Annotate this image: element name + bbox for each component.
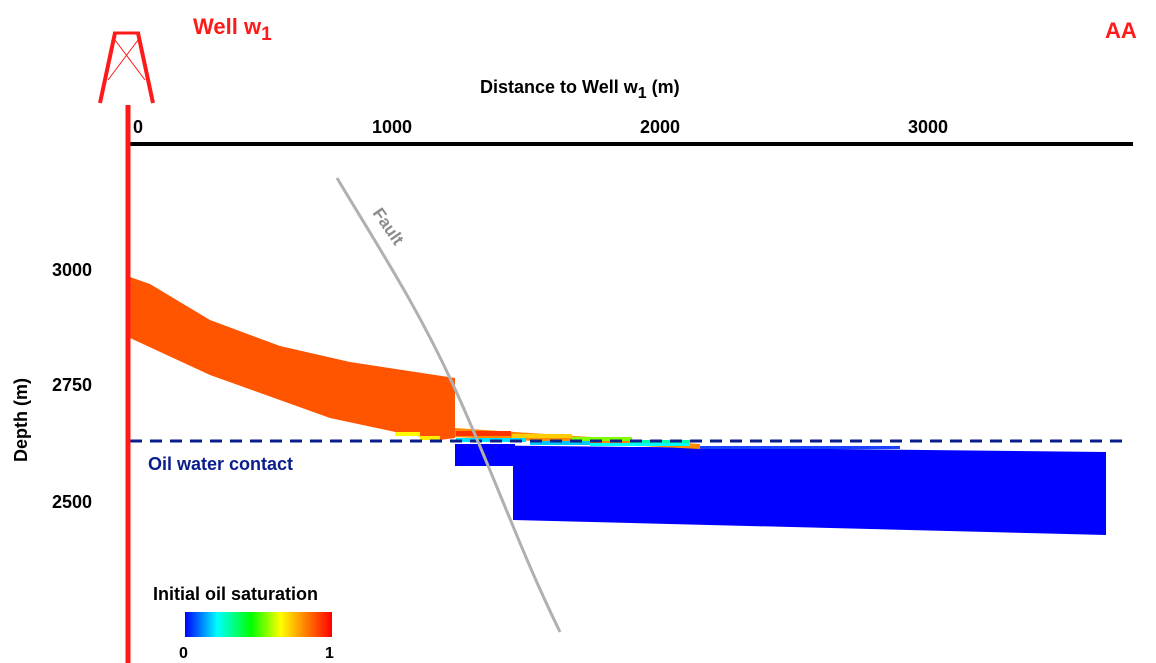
section-label: AA: [1105, 18, 1137, 43]
colorbar-min-label: 0: [179, 645, 188, 662]
water-block-upper: [455, 445, 1106, 535]
colorbar-gradient: [185, 612, 332, 637]
x-axis-ticks: 0 1000 2000 3000: [133, 117, 948, 137]
well-title: Well w1: [193, 14, 272, 45]
oil-water-contact-label: Oil water contact: [148, 454, 293, 474]
y-axis-title: Depth (m): [11, 378, 31, 462]
colorbar-max-label: 1: [325, 645, 334, 662]
water-zone: [455, 444, 1106, 535]
y-tick-label: 2750: [52, 375, 92, 395]
x-tick-label: 0: [133, 117, 143, 137]
colorbar: Initial oil saturation 0 1: [153, 584, 334, 662]
x-tick-label: 1000: [372, 117, 412, 137]
fault-line: [335, 177, 562, 633]
y-axis-ticks: 3000 2750 2500: [52, 260, 92, 512]
x-tick-label: 2000: [640, 117, 680, 137]
oil-layer: [130, 277, 455, 440]
x-axis-title: Distance to Well w1 (m): [480, 77, 680, 102]
y-tick-label: 3000: [52, 260, 92, 280]
colorbar-title: Initial oil saturation: [153, 584, 318, 604]
derrick-icon: [98, 31, 155, 104]
y-tick-label: 2500: [52, 492, 92, 512]
x-tick-label: 3000: [908, 117, 948, 137]
